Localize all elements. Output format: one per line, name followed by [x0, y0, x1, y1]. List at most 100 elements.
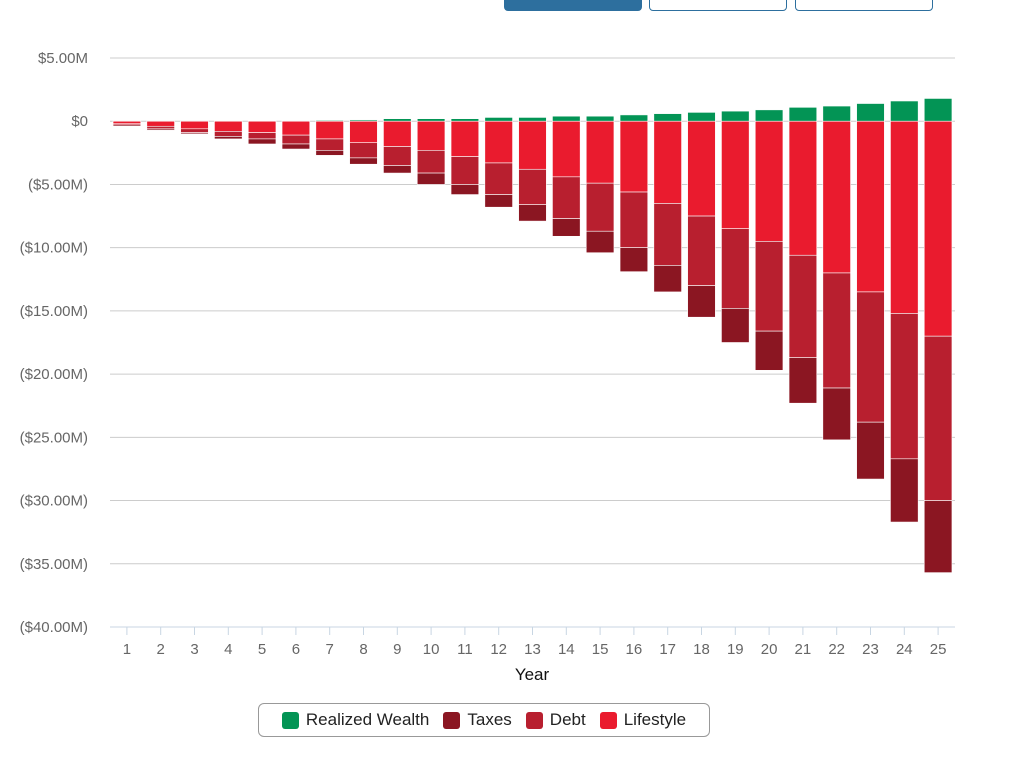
y-tick-label: ($5.00M) — [28, 176, 88, 193]
y-axis-tick-labels: $5.00M $0 ($5.00M) ($10.00M) ($15.00M) ($20.0… — [20, 50, 88, 636]
bar-taxes-year-5 — [247, 138, 277, 145]
bar-lifestyle-year-3 — [180, 120, 209, 130]
bar-lifestyle-year-24 — [890, 120, 919, 314]
y-tick-label: $5.00M — [38, 50, 88, 67]
x-tick-label: 10 — [423, 641, 440, 658]
stacked-bar-chart: $5.00M $0 ($5.00M) ($10.00M) ($15.00M) ($20.0… — [20, 50, 955, 684]
bar-realized-wealth-year-16 — [619, 114, 649, 122]
x-tick-label: 7 — [326, 641, 334, 658]
view-tab-1[interactable] — [504, 0, 642, 11]
legend-label: Lifestyle — [623, 710, 687, 729]
bar-realized-wealth-year-14 — [552, 115, 581, 122]
bar-debt-year-15 — [585, 182, 615, 232]
bar-realized-wealth-year-18 — [687, 112, 716, 122]
bar-realized-wealth-year-10 — [416, 118, 446, 122]
bar-debt-year-20 — [754, 241, 784, 332]
x-tick-label: 15 — [592, 641, 609, 658]
x-tick-label: 6 — [292, 641, 300, 658]
x-tick-label: 8 — [359, 641, 367, 658]
legend-item-realized-wealth[interactable]: Realized Wealth — [281, 710, 430, 730]
x-tick-label: 5 — [258, 641, 266, 658]
bar-taxes-year-10 — [416, 172, 446, 185]
legend-swatch — [525, 711, 543, 729]
x-tick-label: 4 — [224, 641, 232, 658]
bar-debt-year-8 — [349, 142, 378, 159]
bar-realized-wealth-year-24 — [890, 100, 919, 122]
bar-lifestyle-year-16 — [619, 120, 649, 193]
bar-debt-year-7 — [315, 138, 344, 151]
bar-lifestyle-year-10 — [416, 120, 446, 151]
bar-realized-wealth-year-25 — [923, 98, 953, 122]
y-tick-label: ($15.00M) — [20, 303, 88, 320]
bar-taxes-year-8 — [349, 157, 378, 165]
bar-taxes-year-13 — [518, 204, 547, 222]
bar-taxes-year-12 — [484, 194, 513, 208]
bar-lifestyle-year-14 — [552, 120, 581, 178]
x-tick-label: 14 — [558, 641, 575, 658]
bar-realized-wealth-year-22 — [822, 105, 851, 122]
bar-lifestyle-year-4 — [214, 120, 243, 132]
bar-realized-wealth-year-20 — [754, 109, 784, 122]
bar-taxes-year-7 — [315, 150, 344, 156]
bar-debt-year-19 — [721, 228, 750, 309]
bar-debt-year-14 — [552, 176, 581, 219]
bar-lifestyle-year-12 — [484, 120, 513, 164]
bar-realized-wealth-year-21 — [788, 107, 818, 122]
bar-taxes-year-23 — [856, 421, 885, 480]
bar-debt-year-12 — [484, 162, 513, 195]
legend-label: Realized Wealth — [305, 710, 430, 729]
bar-realized-wealth-year-12 — [484, 117, 513, 122]
bar-lifestyle-year-5 — [247, 120, 277, 133]
x-tick-label: 13 — [524, 641, 541, 658]
bar-debt-year-2 — [146, 125, 175, 130]
x-tick-label: 3 — [190, 641, 198, 658]
legend-item-debt[interactable]: Debt — [525, 710, 586, 730]
view-tab-3[interactable] — [795, 0, 933, 11]
bar-debt-year-11 — [450, 156, 480, 185]
x-tick-label: 12 — [490, 641, 507, 658]
bar-realized-wealth-year-19 — [721, 110, 750, 122]
x-tick-label: 19 — [727, 641, 744, 658]
bar-lifestyle-year-19 — [721, 120, 750, 229]
legend-swatch — [443, 711, 461, 729]
bar-lifestyle-year-7 — [315, 120, 344, 140]
bar-lifestyle-year-21 — [788, 120, 818, 256]
bar-debt-year-3 — [180, 128, 209, 133]
bar-debt-year-25 — [923, 335, 953, 501]
x-tick-label: 25 — [930, 641, 947, 658]
bars — [112, 98, 953, 573]
legend-item-lifestyle[interactable]: Lifestyle — [599, 710, 687, 730]
x-tick-label: 24 — [896, 641, 913, 658]
x-tick-label: 22 — [828, 641, 845, 658]
y-tick-label: $0 — [71, 113, 88, 130]
x-tick-label: 21 — [795, 641, 812, 658]
bar-lifestyle-year-25 — [923, 120, 953, 337]
bar-debt-year-13 — [518, 168, 547, 205]
bar-debt-year-16 — [619, 191, 649, 248]
bar-debt-year-18 — [687, 215, 716, 286]
x-tick-label: 11 — [457, 641, 473, 658]
bar-realized-wealth-year-17 — [653, 113, 682, 122]
legend-item-taxes[interactable]: Taxes — [443, 710, 512, 730]
bar-debt-year-9 — [383, 146, 412, 166]
bar-lifestyle-year-2 — [146, 120, 175, 127]
y-tick-label: ($35.00M) — [20, 556, 88, 573]
bar-lifestyle-year-15 — [585, 120, 615, 184]
bar-lifestyle-year-6 — [281, 120, 311, 136]
view-tab-2[interactable] — [649, 0, 787, 11]
bar-lifestyle-year-23 — [856, 120, 885, 293]
bar-realized-wealth-year-11 — [450, 118, 480, 122]
bar-lifestyle-year-22 — [822, 120, 851, 274]
bar-realized-wealth-year-9 — [383, 118, 412, 122]
bar-taxes-year-24 — [890, 458, 919, 523]
x-tick-label: 23 — [862, 641, 879, 658]
x-tick-label: 2 — [157, 641, 165, 658]
bar-debt-year-6 — [281, 134, 311, 145]
bar-lifestyle-year-20 — [754, 120, 784, 242]
bar-taxes-year-16 — [619, 247, 649, 272]
x-axis: 1 2 3 4 5 6 7 8 9 10 11 12 13 14 15 16 17 18 19 20 21 22 23 24 2… — [110, 626, 955, 658]
bar-lifestyle-year-18 — [687, 120, 716, 217]
bar-taxes-year-6 — [281, 143, 311, 150]
bar-debt-year-4 — [214, 131, 243, 137]
bar-debt-year-24 — [890, 313, 919, 460]
